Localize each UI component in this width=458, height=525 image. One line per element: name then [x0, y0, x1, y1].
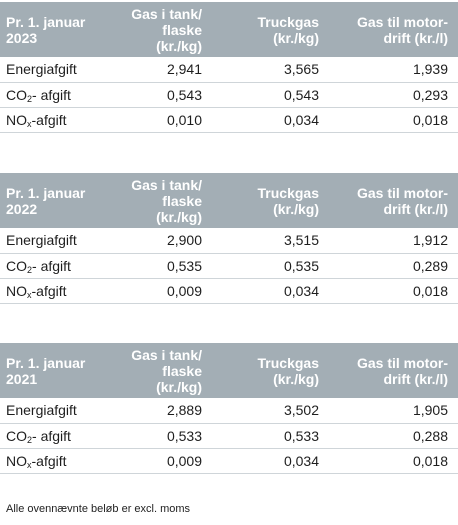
table-row-co2: CO2- afgift 0,535 0,535 0,289 [0, 253, 458, 279]
header-date: Pr. 1. januar 2023 [0, 2, 120, 57]
footnote: Alle ovennævnte beløb er excl. moms [6, 503, 191, 515]
tax-table-2023: Pr. 1. januar 2023 Gas i tank/flaske (kr.… [0, 2, 458, 133]
cell-value: 2,941 [120, 57, 212, 83]
cell-value: 1,939 [329, 57, 458, 83]
header-date: Pr. 1. januar 2021 [0, 343, 120, 398]
row-label-energy: Energiafgift [0, 398, 120, 424]
header-gas-tank: Gas i tank/flaske (kr./kg) [120, 343, 212, 398]
header-truckgas: Truckgas (kr./kg) [212, 2, 329, 57]
header-date: Pr. 1. januar 2022 [0, 173, 120, 228]
cell-value: 0,543 [212, 82, 329, 108]
row-label-co2: CO2- afgift [0, 253, 120, 279]
header-motor-gas: Gas til motor-drift (kr./l) [329, 173, 458, 228]
cell-value: 0,009 [120, 448, 212, 474]
cell-value: 0,289 [329, 253, 458, 279]
row-label-nox: NOx-afgift [0, 107, 120, 133]
cell-value: 0,535 [212, 253, 329, 279]
cell-value: 3,565 [212, 57, 329, 83]
table-header-row: Pr. 1. januar 2021 Gas i tank/flaske (kr.… [0, 343, 458, 398]
table-row-nox: NOx-afgift 0,009 0,034 0,018 [0, 448, 458, 474]
table-row-energy: Energiafgift 2,941 3,565 1,939 [0, 57, 458, 83]
cell-value: 0,018 [329, 448, 458, 474]
cell-value: 2,900 [120, 228, 212, 254]
row-label-co2: CO2- afgift [0, 423, 120, 449]
tax-table-2022: Pr. 1. januar 2022 Gas i tank/flaske (kr.… [0, 173, 458, 304]
header-motor-gas: Gas til motor-drift (kr./l) [329, 2, 458, 57]
cell-value: 0,010 [120, 107, 212, 133]
cell-value: 1,905 [329, 398, 458, 424]
row-label-co2: CO2- afgift [0, 82, 120, 108]
tax-table-2021: Pr. 1. januar 2021 Gas i tank/flaske (kr.… [0, 343, 458, 474]
table-header-row: Pr. 1. januar 2022 Gas i tank/flaske (kr.… [0, 173, 458, 228]
header-truckgas: Truckgas (kr./kg) [212, 343, 329, 398]
table-row-nox: NOx-afgift 0,010 0,034 0,018 [0, 107, 458, 133]
cell-value: 0,018 [329, 278, 458, 304]
header-gas-tank: Gas i tank/flaske (kr./kg) [120, 2, 212, 57]
table-row-energy: Energiafgift 2,889 3,502 1,905 [0, 398, 458, 424]
cell-value: 3,515 [212, 228, 329, 254]
row-label-nox: NOx-afgift [0, 448, 120, 474]
row-label-nox: NOx-afgift [0, 278, 120, 304]
cell-value: 0,543 [120, 82, 212, 108]
cell-value: 1,912 [329, 228, 458, 254]
table-row-co2: CO2- afgift 0,543 0,543 0,293 [0, 82, 458, 108]
cell-value: 0,034 [212, 448, 329, 474]
table-row-nox: NOx-afgift 0,009 0,034 0,018 [0, 278, 458, 304]
cell-value: 0,288 [329, 423, 458, 449]
cell-value: 0,533 [120, 423, 212, 449]
table-row-energy: Energiafgift 2,900 3,515 1,912 [0, 228, 458, 254]
cell-value: 0,293 [329, 82, 458, 108]
header-motor-gas: Gas til motor-drift (kr./l) [329, 343, 458, 398]
cell-value: 0,034 [212, 107, 329, 133]
cell-value: 2,889 [120, 398, 212, 424]
cell-value: 0,535 [120, 253, 212, 279]
table-row-co2: CO2- afgift 0,533 0,533 0,288 [0, 423, 458, 449]
cell-value: 3,502 [212, 398, 329, 424]
cell-value: 0,533 [212, 423, 329, 449]
header-gas-tank: Gas i tank/flaske (kr./kg) [120, 173, 212, 228]
row-label-energy: Energiafgift [0, 228, 120, 254]
row-label-energy: Energiafgift [0, 57, 120, 83]
cell-value: 0,034 [212, 278, 329, 304]
table-header-row: Pr. 1. januar 2023 Gas i tank/flaske (kr.… [0, 2, 458, 57]
header-truckgas: Truckgas (kr./kg) [212, 173, 329, 228]
cell-value: 0,009 [120, 278, 212, 304]
cell-value: 0,018 [329, 107, 458, 133]
